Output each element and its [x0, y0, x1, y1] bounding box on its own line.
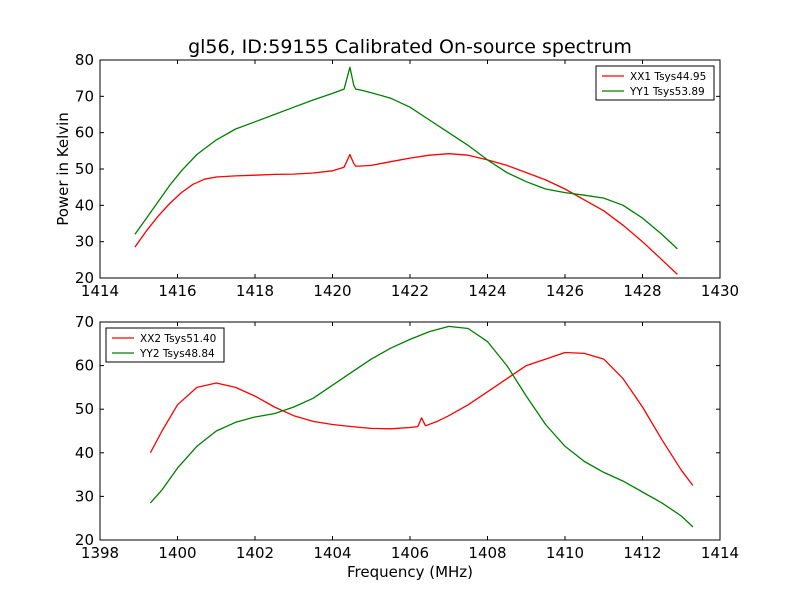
y-tick-label: 30	[75, 233, 94, 251]
y-axis-label: Power in Kelvin	[54, 112, 72, 226]
x-tick-label: 1420	[313, 282, 351, 300]
x-tick-label: 1408	[468, 544, 506, 562]
legend-label: YY1 Tsys53.89	[629, 86, 705, 98]
legend-box	[595, 65, 715, 101]
legend-label: XX2 Tsys51.40	[140, 333, 216, 345]
y-tick-label: 20	[75, 531, 94, 549]
y-tick-label: 80	[75, 51, 94, 69]
y-tick-label: 60	[75, 124, 94, 142]
x-tick-label: 1416	[158, 282, 196, 300]
x-tick-label: 1428	[623, 282, 661, 300]
y-tick-label: 70	[75, 87, 94, 105]
x-tick-label: 1414	[81, 282, 119, 300]
x-tick-label: 1418	[236, 282, 274, 300]
y-tick-label: 40	[75, 444, 94, 462]
legend-box	[105, 327, 225, 363]
x-tick-label: 1424	[468, 282, 506, 300]
y-tick-label: 70	[75, 313, 94, 331]
bottom-panel: 1398 1400 1402 1404 1406 1408 1410 1412 1414 20 30…	[75, 313, 739, 562]
x-tick-label: 1426	[546, 282, 584, 300]
chart-title: gl56, ID:59155 Calibrated On-source spec…	[188, 36, 632, 58]
legend: XX1 Tsys44.95 YY1 Tsys53.89	[595, 65, 715, 101]
x-axis-label: Frequency (MHz)	[347, 563, 473, 581]
x-tick-label: 1402	[236, 544, 274, 562]
y-tick-label: 40	[75, 196, 94, 214]
y-tick-label: 50	[75, 400, 94, 418]
y-tick-label: 30	[75, 487, 94, 505]
x-tick-label: 1406	[391, 544, 429, 562]
y-tick-label: 60	[75, 357, 94, 375]
series-line-1	[134, 153, 678, 275]
legend-label: YY2 Tsys48.84	[139, 348, 215, 360]
top-panel: 1414 1416 1418 1420 1422 1424 1426 1428 1430 20 30…	[75, 51, 739, 300]
x-tick-label: 1412	[623, 544, 661, 562]
x-tick-label: 1398	[81, 544, 119, 562]
series-line-2	[149, 325, 694, 528]
x-tick-label: 1410	[546, 544, 584, 562]
x-tick-label: 1430	[701, 282, 739, 300]
x-tick-label: 1404	[313, 544, 351, 562]
legend: XX2 Tsys51.40 YY2 Tsys48.84	[105, 327, 225, 363]
x-tick-label: 1414	[701, 544, 739, 562]
series-line-1	[149, 351, 694, 486]
x-tick-label: 1422	[391, 282, 429, 300]
y-tick-label: 20	[75, 269, 94, 287]
x-tick-label: 1400	[158, 544, 196, 562]
y-tick-label: 50	[75, 160, 94, 178]
series-line-2	[134, 66, 678, 250]
legend-label: XX1 Tsys44.95	[630, 71, 706, 83]
